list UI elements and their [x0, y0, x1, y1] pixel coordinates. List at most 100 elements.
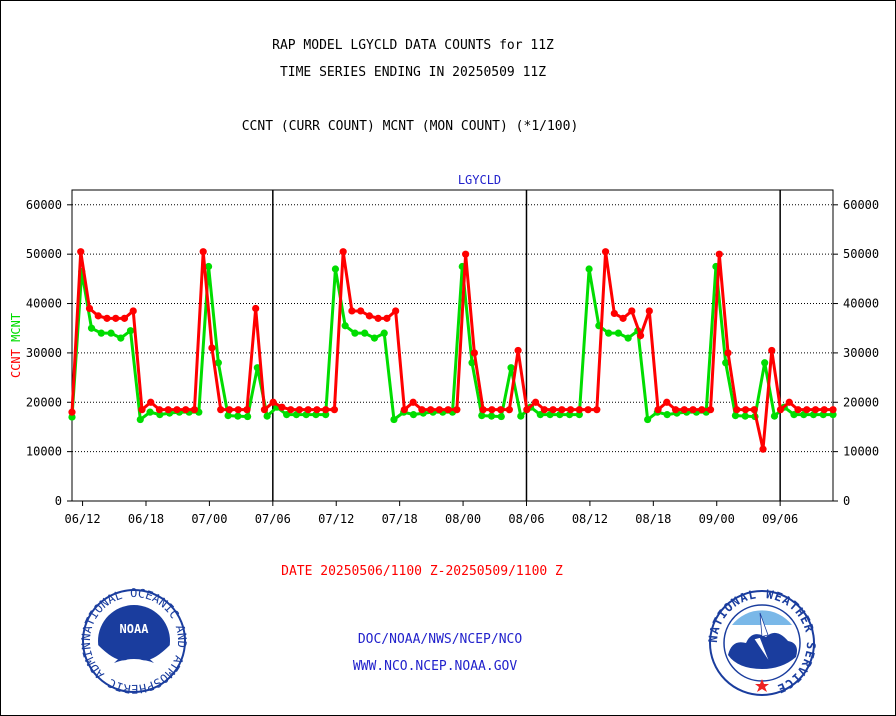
data-point — [361, 329, 369, 337]
chart-subtitle: CCNT (CURR COUNT) MCNT (MON COUNT) (*1/1… — [241, 119, 579, 134]
plot-area — [71, 189, 834, 502]
data-point — [435, 406, 443, 414]
x-tick-label: 07/18 — [382, 512, 418, 526]
data-point — [770, 412, 779, 420]
data-point — [331, 265, 340, 273]
y-axis-label: CCNT MCNT — [9, 313, 23, 378]
data-point — [112, 314, 120, 322]
data-point — [733, 406, 741, 414]
data-point — [619, 314, 627, 322]
data-point — [68, 408, 76, 416]
data-point — [77, 248, 85, 256]
data-point — [427, 406, 435, 414]
data-point — [278, 403, 286, 411]
x-tick-label: 07/00 — [191, 512, 227, 526]
data-point — [593, 406, 601, 414]
data-point — [768, 346, 776, 355]
data-point — [107, 329, 115, 337]
x-tick-label: 09/06 — [762, 512, 798, 526]
data-point — [803, 406, 811, 414]
data-point — [549, 406, 557, 414]
data-point — [680, 406, 688, 414]
data-point — [731, 411, 740, 420]
data-point — [129, 307, 137, 315]
chart-title-line2: TIME SERIES ENDING IN 20250509 11Z — [279, 65, 547, 80]
data-point — [811, 406, 820, 414]
data-point — [351, 329, 359, 337]
data-point — [829, 411, 837, 419]
y-tick-label-right: 60000 — [843, 198, 879, 212]
data-point — [663, 398, 671, 406]
data-point — [370, 334, 379, 342]
data-point — [341, 322, 349, 330]
data-point — [120, 314, 129, 322]
data-point — [487, 412, 496, 420]
data-point — [87, 324, 96, 332]
data-point — [536, 411, 544, 419]
data-point — [243, 406, 251, 414]
data-point — [117, 334, 125, 342]
data-point — [147, 398, 155, 406]
data-point — [390, 415, 398, 424]
data-point — [785, 398, 793, 406]
data-point — [654, 406, 662, 414]
data-point — [339, 248, 347, 256]
data-point — [741, 406, 750, 414]
y-tick-label-right: 0 — [843, 494, 850, 508]
data-point — [790, 411, 798, 419]
data-point — [479, 406, 487, 414]
data-point — [722, 359, 730, 367]
data-point — [199, 248, 207, 256]
data-point — [605, 329, 613, 337]
data-point — [304, 406, 312, 414]
data-point — [566, 406, 575, 414]
x-tick-label: 07/06 — [255, 512, 291, 526]
data-point — [724, 349, 732, 357]
data-point — [531, 398, 540, 406]
data-point — [103, 314, 111, 322]
data-point — [663, 411, 671, 419]
data-point — [322, 411, 330, 419]
data-point — [146, 408, 154, 416]
data-point — [645, 307, 653, 315]
data-point — [234, 412, 242, 420]
data-point — [409, 398, 417, 406]
data-point — [741, 412, 749, 420]
data-point — [497, 412, 505, 421]
data-point — [610, 309, 618, 318]
data-point — [214, 359, 222, 367]
x-tick-label: 08/12 — [572, 512, 608, 526]
data-point — [208, 344, 216, 352]
data-point — [97, 329, 105, 337]
y-tick-label-left: 0 — [55, 494, 62, 508]
data-point — [761, 359, 769, 367]
y-tick-label-right: 20000 — [843, 395, 879, 409]
data-point — [260, 406, 269, 414]
data-point — [671, 406, 680, 414]
data-point — [392, 307, 400, 315]
data-point — [575, 411, 583, 419]
data-point — [94, 312, 102, 320]
data-point — [478, 411, 486, 420]
x-tick-label: 07/12 — [318, 512, 354, 526]
data-point — [468, 359, 476, 367]
data-point — [523, 406, 531, 414]
data-point — [330, 406, 339, 414]
data-point — [383, 314, 391, 322]
data-point — [295, 406, 304, 414]
series-line — [70, 266, 833, 423]
y-tick-label-right: 30000 — [843, 346, 879, 360]
data-point — [453, 406, 461, 414]
website-link[interactable]: WWW.NCO.NCEP.NOAA.GOV — [352, 659, 518, 674]
x-tick-label: 08/06 — [508, 512, 544, 526]
data-point — [584, 406, 592, 414]
data-point — [217, 406, 225, 414]
data-point — [374, 314, 382, 322]
data-point — [624, 334, 632, 342]
y-tick-label-left: 30000 — [26, 346, 62, 360]
data-point — [244, 412, 252, 421]
data-point — [759, 445, 767, 453]
data-point — [190, 406, 199, 414]
data-point — [225, 406, 234, 414]
